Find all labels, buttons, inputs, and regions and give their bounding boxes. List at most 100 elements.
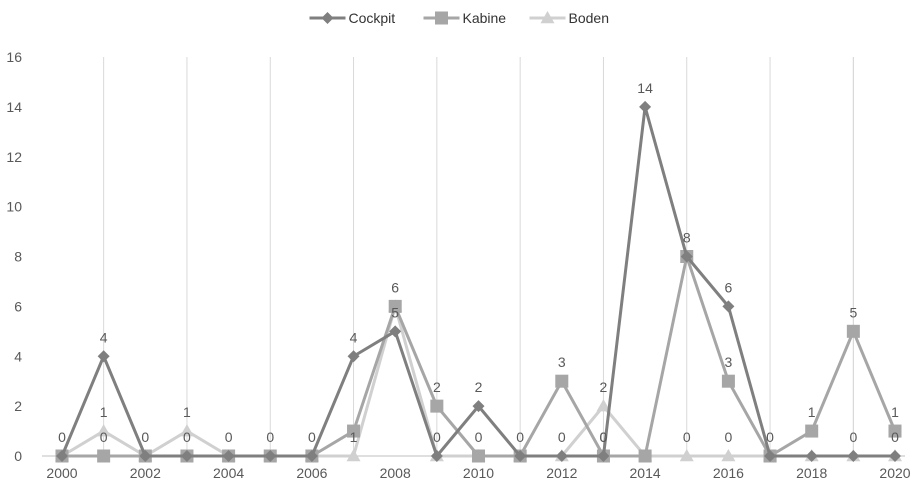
x-tick-label: 2010: [463, 465, 494, 481]
data-point-cockpit: [97, 350, 110, 363]
data-label: 0: [433, 429, 441, 445]
data-label: 0: [58, 429, 66, 445]
data-point-kabine: [472, 449, 485, 463]
data-point-kabine: [638, 449, 652, 463]
y-tick-label: 2: [14, 398, 22, 414]
data-label: 6: [725, 279, 733, 295]
data-label: 8: [683, 230, 691, 246]
legend-item-cockpit: Cockpit: [309, 10, 396, 26]
data-label: 2: [475, 379, 483, 395]
y-tick-label: 8: [14, 249, 22, 265]
data-point-cockpit: [56, 450, 68, 462]
data-point-kabine: [388, 299, 402, 313]
y-tick-label: 6: [14, 298, 22, 314]
data-point-boden: [721, 449, 736, 462]
data-point-kabine: [555, 374, 569, 388]
x-tick-label: 2020: [879, 465, 910, 481]
data-label: 4: [100, 329, 108, 345]
x-tick-label: 2012: [546, 465, 577, 481]
legend-marker: [540, 11, 555, 24]
data-label: 4: [350, 329, 358, 345]
data-point-cockpit: [639, 100, 652, 113]
data-point-kabine: [846, 324, 860, 338]
data-point-cockpit: [389, 325, 402, 338]
data-point-cockpit: [680, 250, 693, 263]
data-point-boden: [96, 424, 111, 437]
data-point-cockpit: [889, 450, 901, 462]
data-point-cockpit: [305, 450, 318, 462]
legend-marker: [321, 12, 334, 24]
data-point-cockpit: [514, 450, 527, 462]
legend-label: Cockpit: [349, 10, 396, 26]
data-point-kabine: [430, 399, 444, 413]
x-tick-label: 2008: [380, 465, 411, 481]
x-tick-label: 2000: [46, 465, 77, 481]
data-label: 0: [225, 429, 233, 445]
data-point-cockpit: [472, 400, 485, 413]
data-label: 0: [891, 429, 899, 445]
data-label: 1: [891, 404, 899, 420]
legend-item-boden: Boden: [529, 10, 609, 26]
x-tick-label: 2018: [796, 465, 827, 481]
data-point-cockpit: [597, 450, 610, 462]
data-point-kabine: [347, 424, 361, 438]
data-label: 5: [849, 304, 857, 320]
x-tick-label: 2006: [296, 465, 327, 481]
data-label: 2: [433, 379, 441, 395]
y-tick-label: 12: [6, 149, 22, 165]
data-point-cockpit: [722, 300, 735, 313]
legend-label: Boden: [569, 10, 609, 26]
data-label: 0: [683, 429, 691, 445]
data-point-kabine: [721, 374, 735, 388]
data-point-kabine: [805, 424, 819, 438]
data-label: 1: [183, 404, 191, 420]
y-tick-label: 0: [14, 448, 22, 464]
data-point-cockpit: [264, 450, 277, 462]
data-label: 0: [725, 429, 733, 445]
data-label: 0: [100, 429, 108, 445]
data-point-cockpit: [222, 450, 235, 462]
data-point-boden: [679, 449, 694, 462]
data-point-kabine: [888, 424, 902, 438]
data-label: 3: [558, 354, 566, 370]
data-label: 6: [391, 279, 399, 295]
data-label: 0: [600, 429, 608, 445]
y-tick-label: 4: [14, 348, 22, 364]
data-point-boden: [179, 424, 194, 437]
data-label: 0: [600, 429, 608, 445]
data-label: 14: [637, 80, 653, 96]
data-label: 5: [391, 304, 399, 320]
data-label: 0: [183, 429, 191, 445]
data-point-cockpit: [180, 450, 193, 462]
data-point-cockpit: [805, 450, 818, 462]
data-label: 3: [725, 354, 733, 370]
data-point-boden: [346, 449, 361, 462]
data-point-boden: [596, 399, 611, 412]
x-tick-label: 2002: [130, 465, 161, 481]
data-point-cockpit: [847, 450, 860, 462]
data-point-cockpit: [555, 450, 568, 462]
data-label: 0: [266, 429, 274, 445]
x-tick-label: 2014: [630, 465, 661, 481]
series-lines: [55, 100, 902, 463]
data-label: 2: [600, 379, 608, 395]
x-tick-label: 2004: [213, 465, 244, 481]
data-label: 1: [100, 404, 108, 420]
data-label: 0: [516, 429, 524, 445]
y-tick-label: 16: [6, 49, 22, 65]
data-label: 0: [141, 429, 149, 445]
data-point-kabine: [97, 449, 111, 463]
legend-item-kabine: Kabine: [423, 10, 506, 26]
data-label: 1: [808, 404, 816, 420]
data-label: 0: [558, 429, 566, 445]
data-point-cockpit: [347, 350, 360, 363]
gridlines: [103, 57, 854, 456]
data-point-cockpit: [764, 450, 777, 462]
data-label: 0: [849, 429, 857, 445]
data-label: 1: [350, 429, 358, 445]
data-label: 0: [308, 429, 316, 445]
